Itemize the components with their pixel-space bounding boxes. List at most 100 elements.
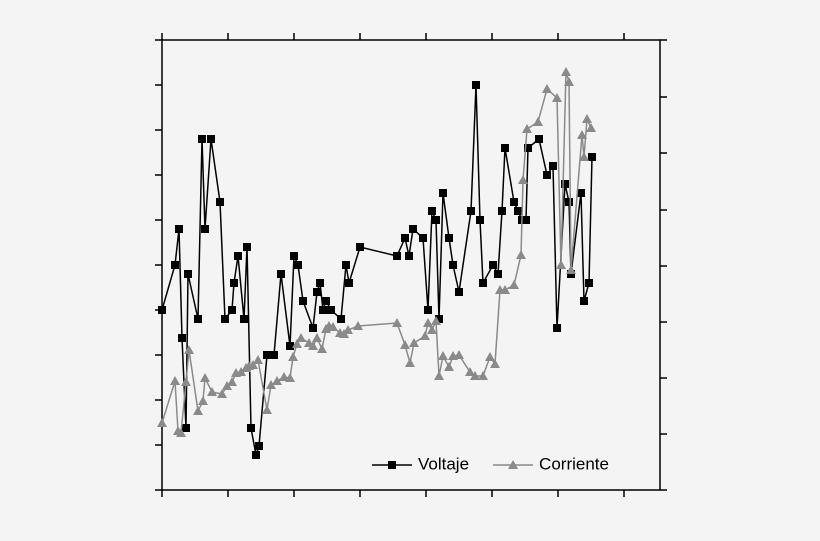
marker xyxy=(586,123,596,132)
marker xyxy=(498,207,506,215)
marker xyxy=(556,260,566,269)
marker xyxy=(542,84,552,93)
marker xyxy=(454,350,464,359)
marker xyxy=(439,189,447,197)
marker xyxy=(285,373,295,382)
marker xyxy=(509,280,519,289)
marker xyxy=(490,359,500,368)
marker xyxy=(419,234,427,242)
marker xyxy=(580,297,588,305)
marker xyxy=(588,153,596,161)
marker xyxy=(181,377,191,386)
marker xyxy=(514,207,522,215)
marker xyxy=(198,396,208,405)
marker xyxy=(279,372,289,381)
marker xyxy=(392,318,402,327)
marker xyxy=(296,333,306,342)
marker xyxy=(236,367,246,376)
marker xyxy=(198,135,206,143)
marker xyxy=(193,406,203,415)
marker xyxy=(252,451,260,459)
marker xyxy=(343,325,353,334)
marker xyxy=(489,261,497,269)
marker xyxy=(240,315,248,323)
marker xyxy=(178,334,186,342)
marker xyxy=(337,315,345,323)
marker xyxy=(176,428,186,437)
legend-label: Voltaje xyxy=(418,454,469,473)
marker xyxy=(263,351,271,359)
marker xyxy=(427,325,437,334)
marker xyxy=(316,279,324,287)
marker xyxy=(501,144,509,152)
marker xyxy=(445,234,453,242)
marker xyxy=(518,175,528,184)
marker xyxy=(157,418,167,427)
marker xyxy=(270,351,278,359)
marker xyxy=(434,371,444,380)
marker xyxy=(424,306,432,314)
marker xyxy=(182,424,190,432)
marker xyxy=(322,297,330,305)
marker xyxy=(420,331,430,340)
marker xyxy=(216,198,224,206)
marker xyxy=(234,252,242,260)
marker xyxy=(432,216,440,224)
marker xyxy=(319,306,327,314)
marker xyxy=(449,261,457,269)
marker xyxy=(266,380,276,389)
marker xyxy=(262,405,272,414)
legend-marker xyxy=(508,460,519,469)
marker xyxy=(248,360,258,369)
marker xyxy=(286,342,294,350)
marker xyxy=(585,279,593,287)
marker xyxy=(393,252,401,260)
marker xyxy=(552,93,562,102)
marker xyxy=(577,130,587,139)
marker xyxy=(472,81,480,89)
marker xyxy=(405,358,415,367)
marker xyxy=(327,306,335,314)
marker xyxy=(476,216,484,224)
marker xyxy=(313,288,321,296)
marker xyxy=(292,339,302,348)
marker xyxy=(467,207,475,215)
marker xyxy=(444,362,454,371)
legend-label: Corriente xyxy=(539,454,609,473)
legend-marker xyxy=(388,461,396,469)
marker xyxy=(353,321,363,330)
marker xyxy=(409,225,417,233)
marker xyxy=(479,279,487,287)
marker xyxy=(272,376,282,385)
marker xyxy=(553,324,561,332)
marker xyxy=(465,367,475,376)
marker xyxy=(255,442,263,450)
marker xyxy=(455,288,463,296)
marker xyxy=(516,250,526,259)
marker xyxy=(184,270,192,278)
marker xyxy=(194,315,202,323)
marker xyxy=(428,207,436,215)
marker xyxy=(533,117,543,126)
marker xyxy=(435,315,443,323)
marker xyxy=(579,152,589,161)
marker xyxy=(221,315,229,323)
marker xyxy=(171,261,179,269)
marker xyxy=(409,338,419,347)
marker xyxy=(401,234,409,242)
marker xyxy=(356,243,364,251)
marker xyxy=(543,171,551,179)
marker xyxy=(228,306,236,314)
marker xyxy=(561,180,569,188)
marker xyxy=(510,198,518,206)
marker xyxy=(423,318,433,327)
marker xyxy=(170,376,180,385)
marker xyxy=(522,124,532,133)
marker xyxy=(438,351,448,360)
marker xyxy=(485,352,495,361)
marker xyxy=(582,114,592,123)
marker xyxy=(290,252,298,260)
marker xyxy=(217,389,227,398)
